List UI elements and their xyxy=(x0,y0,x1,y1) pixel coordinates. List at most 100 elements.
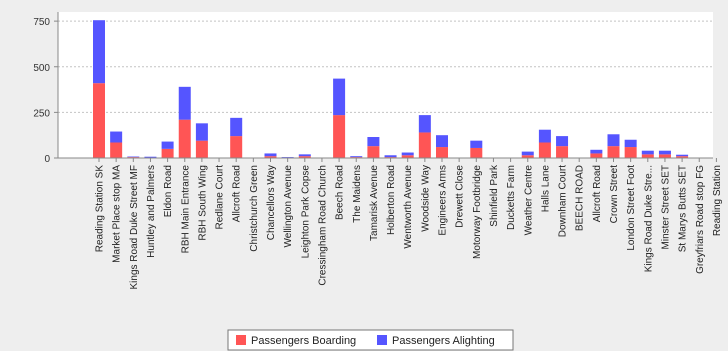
bar-alighting xyxy=(556,136,569,147)
bar-boarding xyxy=(590,153,603,158)
bar-alighting xyxy=(230,117,243,137)
y-tick-label: 0 xyxy=(44,154,50,165)
x-tick-label: Weather Centre xyxy=(523,165,534,236)
bar-alighting xyxy=(178,86,191,120)
bar-boarding xyxy=(93,83,105,158)
gridlines xyxy=(58,20,713,113)
bar-alighting xyxy=(521,151,534,156)
x-tick-label: Wellington Avenue xyxy=(283,165,294,248)
x-tick-label: The Maidens xyxy=(352,165,363,223)
x-tick-label: Huntley and Palmers xyxy=(146,165,157,258)
bar-alighting xyxy=(367,137,380,147)
x-tick-label: Beech Road xyxy=(335,165,346,220)
bar-alighting xyxy=(110,131,123,143)
x-tick-label: Eldon Road xyxy=(163,165,174,217)
bar-alighting xyxy=(641,150,654,155)
x-tick-label: Downham Court xyxy=(558,165,569,237)
bar-alighting xyxy=(538,129,551,143)
bars xyxy=(93,20,689,159)
x-tick-label: Halls Lane xyxy=(540,165,551,213)
x-tick-label: RBH Main Entrance xyxy=(180,165,191,254)
x-tick-labels: Reading Station SK Market Place stop MA Ki… xyxy=(95,158,723,290)
bar-boarding xyxy=(521,155,534,158)
bar-alighting xyxy=(127,156,140,158)
x-tick-label: Kings Road Duke Stre... xyxy=(643,165,654,272)
bar-alighting xyxy=(590,149,603,154)
x-tick-label: RBH South Wing xyxy=(197,165,208,241)
bar-boarding xyxy=(264,156,277,158)
x-tick-label: Greyfriars Road stop FG xyxy=(695,165,706,274)
bar-alighting xyxy=(93,20,105,84)
bar-boarding xyxy=(641,154,654,158)
bar-alighting xyxy=(161,141,174,149)
bar-alighting xyxy=(264,153,277,157)
bar-alighting xyxy=(333,78,346,116)
bar-alighting xyxy=(658,150,671,155)
bar-boarding xyxy=(195,140,208,158)
x-tick-label: Reading Station xyxy=(712,165,723,236)
bar-alighting xyxy=(401,152,414,156)
x-tick-label: Kings Road Duke Street MF xyxy=(129,165,140,290)
bar-alighting xyxy=(470,140,483,148)
x-tick-label: Allcroft Road xyxy=(592,165,603,222)
bar-alighting xyxy=(624,139,637,148)
bar-boarding xyxy=(298,156,311,158)
x-tick-label: London Street Foot xyxy=(626,165,637,251)
x-tick-label: Minster Street SET xyxy=(660,165,671,249)
x-tick-label: Redlane Court xyxy=(215,165,226,230)
bar-boarding xyxy=(607,146,620,158)
bar-boarding xyxy=(676,156,689,158)
x-tick-label: Woodside Way xyxy=(420,165,431,232)
bar-boarding xyxy=(470,147,483,158)
bar-boarding xyxy=(367,146,380,158)
x-tick-label: BEECH ROAD xyxy=(575,165,586,231)
legend-label-alighting: Passengers Alighting xyxy=(392,335,495,347)
plot-area xyxy=(58,12,713,158)
bar-alighting xyxy=(281,157,294,158)
bar-boarding xyxy=(110,142,123,158)
bar-boarding xyxy=(624,147,637,158)
bar-alighting xyxy=(384,155,397,158)
x-tick-label: Holberton Road xyxy=(386,165,397,235)
bar-boarding xyxy=(436,147,448,158)
x-tick-label: Market Place stop MA xyxy=(112,165,123,263)
bar-boarding xyxy=(556,146,569,158)
bar-boarding xyxy=(333,115,346,158)
bar-alighting xyxy=(350,156,363,158)
bar-alighting xyxy=(418,115,431,133)
x-tick-label: Motorway Footbridge xyxy=(472,165,483,259)
y-tick-label: 750 xyxy=(33,17,50,28)
y-tick-label: 500 xyxy=(33,63,50,74)
x-tick-label: Cressingham Road Church xyxy=(317,165,328,286)
legend-swatch-alighting xyxy=(377,335,387,345)
x-tick-label: Christchurch Green xyxy=(249,165,260,252)
bar-alighting xyxy=(298,154,311,157)
legend-box xyxy=(227,329,514,351)
bar-alighting xyxy=(195,123,208,141)
bar-boarding xyxy=(418,132,431,158)
bar-boarding xyxy=(401,155,414,158)
bar-boarding xyxy=(178,119,191,158)
x-tick-label: Tamarisk Avenue xyxy=(369,165,380,241)
legend-label-boarding: Passengers Boarding xyxy=(251,335,356,347)
legend: Passengers Boarding Passengers Alighting xyxy=(227,329,514,351)
legend-swatch-boarding xyxy=(236,335,246,345)
y-tick-label: 250 xyxy=(33,108,50,119)
x-tick-label: Engineers Arms xyxy=(438,165,449,236)
x-tick-label: Chancellors Way xyxy=(266,165,277,240)
bar-boarding xyxy=(538,142,551,158)
x-tick-label: Crown Street xyxy=(609,165,620,224)
x-tick-label: Reading Station SK xyxy=(95,165,106,253)
x-tick-label: Drewett Close xyxy=(455,165,466,228)
x-tick-label: Wentworth Avenue xyxy=(403,165,414,249)
bar-alighting xyxy=(144,156,157,158)
x-tick-label: St Marys Butts SET xyxy=(678,165,689,252)
x-tick-label: Ducketts Farm xyxy=(506,165,517,230)
bar-alighting xyxy=(607,134,620,147)
bar-boarding xyxy=(230,136,243,158)
x-tick-label: Shinfield Park xyxy=(489,164,500,227)
bar-boarding xyxy=(161,148,174,159)
bar-alighting xyxy=(436,135,448,148)
y-tick-labels: 0 250 500 750 xyxy=(33,17,58,165)
